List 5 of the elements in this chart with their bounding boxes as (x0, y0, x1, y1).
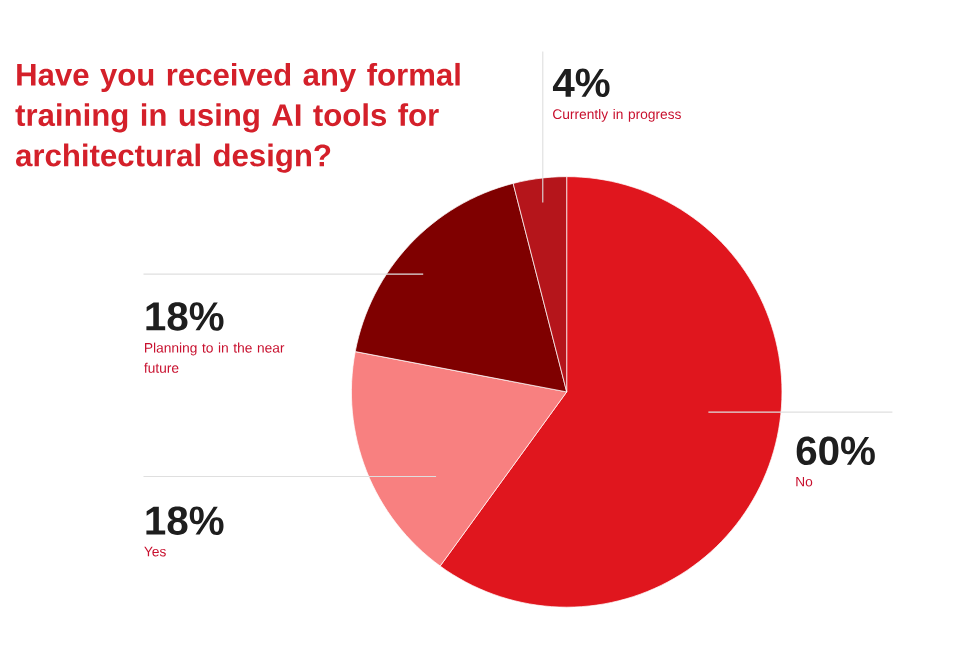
data-label: 4% (552, 68, 610, 97)
text: Have you received any formal training in using AI tools for architectural design? (15, 62, 460, 173)
data-label: 60% (796, 436, 875, 465)
data-label: 18% (146, 506, 224, 535)
data-label: 18% (146, 301, 224, 331)
